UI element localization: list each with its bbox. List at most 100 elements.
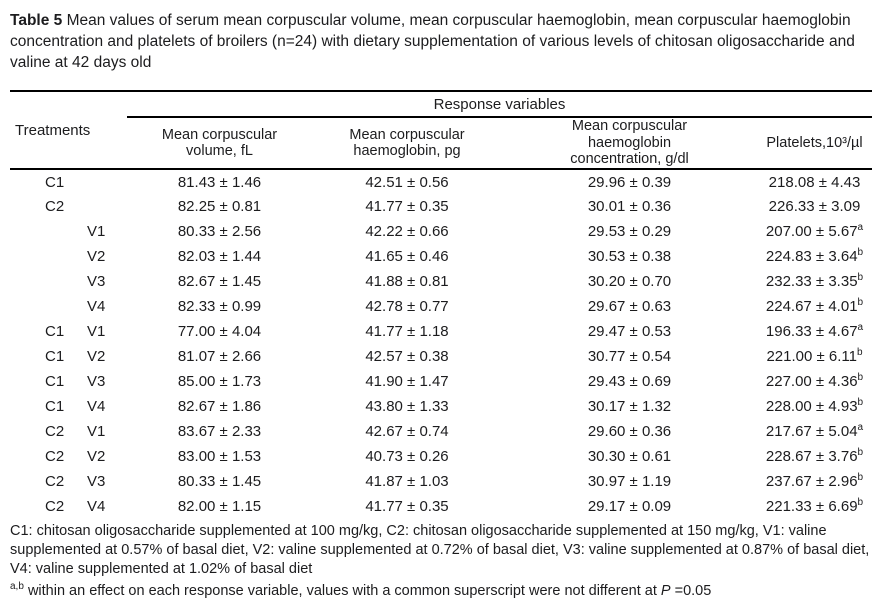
cell-valine-level: V4	[87, 498, 106, 515]
cell-platelets: 228.00 ± 4.93b	[757, 394, 872, 419]
table-header: Treatments Response variables Mean corpu…	[10, 90, 872, 170]
platelets-value: 224.67 ± 4.01	[765, 298, 858, 315]
column-header-mcv: Mean corpuscular volume, fL	[127, 117, 312, 170]
cell-valine-level: V2	[87, 448, 106, 465]
cell-platelets: 221.00 ± 6.11b	[757, 344, 872, 369]
table-row: C2 V4 82.00 ± 1.15 41.77 ± 0.35 29.17 ± …	[10, 494, 872, 519]
platelets-value: 232.33 ± 3.35	[765, 273, 858, 290]
cell-mch: 41.87 ± 1.03	[365, 473, 449, 490]
cell-platelets: 196.33 ± 4.67a	[757, 319, 872, 344]
cell-mchc: 30.20 ± 0.70	[587, 273, 672, 290]
cell-mchc: 29.67 ± 0.63	[587, 298, 672, 315]
cell-chitosan-level: C1	[45, 348, 65, 365]
cell-mcv: 85.00 ± 1.73	[177, 373, 262, 390]
cell-platelets: 217.67 ± 5.04a	[757, 419, 872, 444]
cell-mch: 42.78 ± 0.77	[365, 298, 449, 315]
cell-mchc: 29.17 ± 0.09	[587, 498, 672, 515]
cell-mch: 41.77 ± 0.35	[365, 198, 449, 215]
table-caption-label: Table 5	[10, 12, 63, 29]
cell-platelets: 228.67 ± 3.76b	[757, 444, 872, 469]
cell-chitosan-level: C1	[45, 398, 65, 415]
cell-valine-level	[80, 194, 127, 219]
cell-mcv: 83.00 ± 1.53	[177, 448, 262, 465]
cell-platelets: 226.33 ± 3.09	[757, 194, 872, 219]
cell-chitosan-level	[10, 244, 80, 269]
cell-mcv: 82.67 ± 1.86	[177, 398, 262, 415]
cell-platelets: 218.08 ± 4.43	[757, 169, 872, 194]
platelets-superscript: b	[857, 397, 864, 408]
platelets-superscript: b	[857, 472, 864, 483]
cell-mcv: 82.33 ± 0.99	[177, 298, 262, 315]
table-row: C2 V2 83.00 ± 1.53 40.73 ± 0.26 30.30 ± …	[10, 444, 872, 469]
cell-valine-level: V2	[87, 348, 106, 365]
cell-valine-level	[80, 169, 127, 194]
column-header-mchc: Mean corpuscular haemoglobin concentrati…	[502, 117, 757, 170]
table-row: C2 V3 80.33 ± 1.45 41.87 ± 1.03 30.97 ± …	[10, 469, 872, 494]
cell-valine-level: V1	[87, 223, 106, 240]
cell-valine-level: V3	[87, 473, 106, 490]
cell-chitosan-level: C1	[45, 323, 65, 340]
cell-mcv: 82.03 ± 1.44	[177, 248, 262, 265]
cell-mcv: 82.67 ± 1.45	[177, 273, 262, 290]
platelets-value: 221.00 ± 6.11	[766, 348, 857, 365]
p-symbol: P	[660, 583, 671, 599]
table-caption-text: Mean values of serum mean corpuscular vo…	[10, 12, 855, 71]
cell-platelets: 232.33 ± 3.35b	[757, 269, 872, 294]
platelets-value: 217.67 ± 5.04	[765, 423, 858, 440]
cell-chitosan-level: C2	[45, 448, 65, 465]
cell-platelets: 224.67 ± 4.01b	[757, 294, 872, 319]
cell-mch: 42.57 ± 0.38	[365, 348, 449, 365]
cell-platelets: 227.00 ± 4.36b	[757, 369, 872, 394]
cell-mchc: 29.96 ± 0.39	[587, 173, 672, 191]
cell-valine-level: V3	[87, 373, 106, 390]
cell-mchc: 30.17 ± 1.32	[587, 398, 672, 415]
cell-mch: 41.77 ± 1.18	[365, 323, 449, 340]
table-row: C1 V2 81.07 ± 2.66 42.57 ± 0.38 30.77 ± …	[10, 344, 872, 369]
cell-valine-level: V2	[87, 248, 106, 265]
cell-mchc: 29.53 ± 0.29	[587, 223, 672, 240]
column-header-platelets: Platelets,10³/µl	[757, 117, 872, 170]
cell-mchc: 30.30 ± 0.61	[587, 448, 672, 465]
cell-valine-level: V1	[87, 423, 106, 440]
cell-platelets: 207.00 ± 5.67a	[757, 219, 872, 244]
cell-chitosan-level: C2	[45, 498, 65, 515]
cell-mcv: 80.33 ± 1.45	[177, 473, 262, 490]
cell-mch: 41.77 ± 0.35	[365, 498, 449, 515]
table-row: V3 82.67 ± 1.45 41.88 ± 0.81 30.20 ± 0.7…	[10, 269, 872, 294]
cell-mcv: 83.67 ± 2.33	[177, 423, 262, 440]
table-row: V4 82.33 ± 0.99 42.78 ± 0.77 29.67 ± 0.6…	[10, 294, 872, 319]
cell-mchc: 29.43 ± 0.69	[587, 373, 672, 390]
cell-chitosan-level	[10, 269, 80, 294]
cell-chitosan-level: C2	[45, 423, 65, 440]
cell-platelets: 224.83 ± 3.64b	[757, 244, 872, 269]
cell-chitosan-level: C1	[45, 173, 65, 191]
platelets-value: 224.83 ± 3.64	[765, 248, 858, 265]
cell-valine-level: V1	[87, 323, 106, 340]
platelets-superscript: b	[857, 272, 864, 283]
footnote-superscript-text: within an effect on each response variab…	[27, 583, 657, 599]
cell-mch: 42.51 ± 0.56	[365, 173, 449, 191]
platelets-value: 221.33 ± 6.69	[765, 498, 858, 515]
table-body: C1 81.43 ± 1.46 42.51 ± 0.56 29.96 ± 0.3…	[10, 169, 872, 519]
platelets-superscript: b	[857, 497, 864, 508]
cell-mch: 40.73 ± 0.26	[365, 448, 449, 465]
cell-mch: 41.88 ± 0.81	[365, 273, 449, 290]
cell-mchc: 30.77 ± 0.54	[587, 348, 672, 365]
platelets-superscript: b	[857, 247, 864, 258]
cell-mch: 41.65 ± 0.46	[365, 248, 449, 265]
cell-mch: 41.90 ± 1.47	[365, 373, 449, 390]
platelets-value: 226.33 ± 3.09	[768, 198, 861, 215]
column-header-row: Mean corpuscular volume, fL Mean corpusc…	[10, 117, 872, 170]
platelets-superscript: a	[857, 422, 864, 433]
footnote-superscript-marker: a,b	[10, 581, 24, 593]
cell-platelets: 221.33 ± 6.69b	[757, 494, 872, 519]
cell-mcv: 81.07 ± 2.66	[177, 348, 262, 365]
cell-mch: 42.22 ± 0.66	[365, 223, 449, 240]
column-header-mch: Mean corpuscular haemoglobin, pg	[312, 117, 502, 170]
cell-mchc: 29.60 ± 0.36	[587, 423, 672, 440]
table-row: C1 V3 85.00 ± 1.73 41.90 ± 1.47 29.43 ± …	[10, 369, 872, 394]
cell-chitosan-level: C1	[45, 373, 65, 390]
table-caption: Table 5 Mean values of serum mean corpus…	[10, 10, 868, 73]
cell-mcv: 82.25 ± 0.81	[177, 198, 262, 215]
cell-valine-level: V3	[87, 273, 106, 290]
